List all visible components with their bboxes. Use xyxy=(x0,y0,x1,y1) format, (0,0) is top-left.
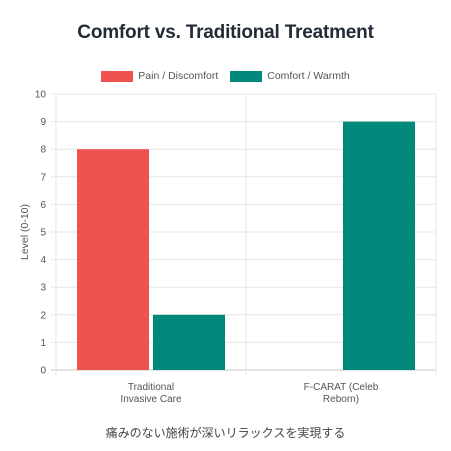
chart-title: Comfort vs. Traditional Treatment xyxy=(77,22,374,43)
y-axis-label: Level (0-10) xyxy=(19,204,31,260)
y-tick-label: 1 xyxy=(40,338,46,349)
y-tick-label: 9 xyxy=(40,117,46,128)
legend-swatch-comfort xyxy=(230,70,263,82)
y-tick-label: 5 xyxy=(40,228,46,239)
y-tick-label: 0 xyxy=(40,366,46,377)
y-tick-label: 8 xyxy=(40,145,46,156)
y-tick-label: 3 xyxy=(40,283,46,294)
y-tick-label: 4 xyxy=(40,255,46,266)
chart-legend: Pain / Discomfort Comfort / Warmth xyxy=(0,70,451,82)
x-tick-label: Reborn) xyxy=(323,394,359,405)
bar-comfort-warmth-0[interactable] xyxy=(153,314,225,370)
chart-caption: 痛みのない施術が深いリラックスを実現する xyxy=(105,426,346,440)
y-tick-label: 2 xyxy=(40,310,46,321)
legend-item-comfort[interactable]: Comfort / Warmth xyxy=(230,70,350,82)
y-tick-label: 10 xyxy=(35,90,47,101)
y-tick-label: 6 xyxy=(40,200,46,211)
y-tick-label: 7 xyxy=(40,172,46,183)
legend-swatch-pain xyxy=(101,70,134,82)
x-tick-label: Traditional xyxy=(128,382,174,393)
x-tick-label: F-CARAT (Celeb xyxy=(304,382,379,393)
bar-pain-discomfort-0[interactable] xyxy=(77,149,149,370)
legend-label-pain: Pain / Discomfort xyxy=(138,70,219,82)
bar-comfort-warmth-1[interactable] xyxy=(343,121,415,370)
legend-label-comfort: Comfort / Warmth xyxy=(267,70,350,82)
x-tick-label: Invasive Care xyxy=(120,394,182,405)
legend-item-pain[interactable]: Pain / Discomfort xyxy=(101,70,218,82)
